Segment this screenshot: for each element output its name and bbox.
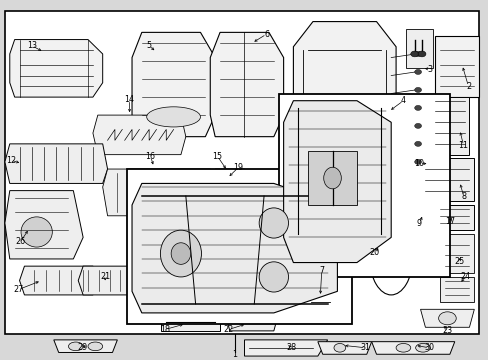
Polygon shape (439, 234, 473, 273)
Polygon shape (78, 266, 132, 295)
Text: 20: 20 (368, 248, 378, 257)
Polygon shape (132, 184, 337, 313)
Polygon shape (434, 205, 473, 230)
Text: 2: 2 (465, 82, 470, 91)
Text: 7: 7 (319, 266, 324, 275)
Ellipse shape (414, 105, 421, 111)
Text: 16: 16 (145, 152, 155, 161)
Polygon shape (5, 190, 83, 259)
Text: 28: 28 (285, 343, 295, 352)
Text: 12: 12 (6, 156, 16, 165)
Polygon shape (5, 144, 107, 184)
Ellipse shape (417, 51, 425, 57)
Ellipse shape (333, 343, 345, 352)
Polygon shape (215, 169, 264, 201)
Text: 3: 3 (427, 64, 432, 73)
Text: 1: 1 (232, 350, 237, 359)
Text: 29: 29 (77, 343, 87, 352)
Text: 15: 15 (212, 152, 222, 161)
Bar (307, 151, 356, 205)
Polygon shape (210, 32, 283, 137)
Polygon shape (283, 101, 390, 262)
Text: 31: 31 (360, 343, 370, 352)
Text: 24: 24 (460, 272, 469, 281)
Polygon shape (317, 342, 371, 354)
Text: 23: 23 (442, 326, 451, 335)
Polygon shape (429, 97, 468, 155)
Ellipse shape (414, 141, 421, 147)
Polygon shape (224, 313, 278, 331)
Ellipse shape (88, 342, 102, 351)
Polygon shape (293, 22, 395, 208)
Ellipse shape (410, 51, 418, 57)
Text: 10: 10 (414, 159, 424, 168)
Ellipse shape (68, 342, 83, 351)
Polygon shape (420, 309, 473, 327)
Polygon shape (434, 36, 478, 97)
Polygon shape (20, 266, 98, 295)
Text: 13: 13 (27, 41, 37, 50)
Text: 11: 11 (458, 141, 468, 150)
Ellipse shape (438, 312, 455, 325)
Bar (278, 94, 449, 277)
Text: 21: 21 (100, 272, 110, 281)
Ellipse shape (259, 208, 288, 238)
Text: 8: 8 (460, 192, 465, 201)
Ellipse shape (415, 343, 429, 352)
Ellipse shape (414, 69, 421, 75)
Ellipse shape (414, 87, 421, 93)
Ellipse shape (171, 243, 190, 264)
Ellipse shape (414, 51, 421, 57)
Text: 19: 19 (233, 163, 243, 172)
Text: 4: 4 (400, 96, 405, 105)
Polygon shape (10, 40, 102, 97)
Polygon shape (439, 277, 473, 302)
Ellipse shape (414, 123, 421, 129)
Polygon shape (161, 313, 220, 331)
Polygon shape (93, 115, 185, 155)
Polygon shape (420, 158, 473, 201)
Ellipse shape (323, 167, 341, 189)
Text: 27: 27 (14, 285, 23, 294)
Ellipse shape (21, 217, 52, 247)
Ellipse shape (146, 107, 200, 127)
Text: 9: 9 (416, 219, 421, 228)
Polygon shape (298, 277, 342, 306)
Ellipse shape (160, 230, 201, 277)
Text: 22: 22 (224, 325, 233, 334)
Bar (405, 29, 432, 68)
Text: 17: 17 (444, 217, 454, 226)
Bar (127, 169, 351, 324)
Polygon shape (54, 340, 117, 352)
Text: 6: 6 (264, 30, 268, 39)
Polygon shape (132, 32, 215, 137)
Text: 25: 25 (454, 257, 464, 266)
Text: 26: 26 (16, 237, 25, 246)
Text: 5: 5 (146, 41, 151, 50)
Ellipse shape (259, 262, 288, 292)
Text: 30: 30 (424, 343, 433, 352)
Text: 18: 18 (160, 325, 170, 334)
Polygon shape (371, 342, 454, 354)
Ellipse shape (414, 159, 421, 165)
Polygon shape (244, 340, 327, 356)
Text: 14: 14 (124, 95, 134, 104)
Polygon shape (102, 169, 215, 216)
Ellipse shape (395, 343, 410, 352)
